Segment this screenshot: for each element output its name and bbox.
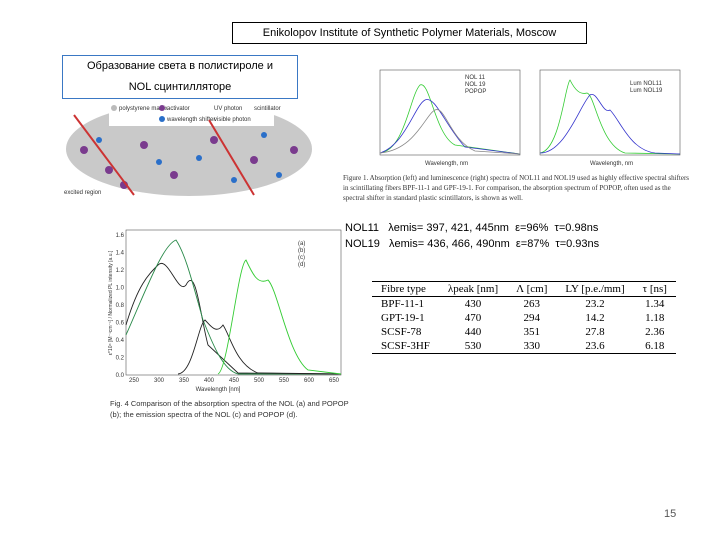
legend-text: polystyrene matrix bbox=[119, 106, 168, 112]
table-cell: 23.2 bbox=[585, 298, 605, 310]
note-line: NOL сцинтилляторе bbox=[128, 81, 232, 93]
table-cell: 351 bbox=[523, 326, 541, 338]
table-cell: 23.6 bbox=[556, 339, 634, 354]
x-tick-label: 650 bbox=[329, 378, 340, 384]
particle-track bbox=[73, 114, 135, 196]
legend-text: (c) bbox=[298, 255, 305, 261]
region-label: excited region bbox=[64, 190, 101, 196]
table-cell: 440 bbox=[464, 326, 482, 338]
figure4-caption: Fig. 4 Comparison of the absorption spec… bbox=[110, 399, 349, 419]
table-cell: 6.18 bbox=[633, 339, 676, 354]
x-tick-label: 450 bbox=[229, 378, 240, 384]
y-tick-label: 0.4 bbox=[116, 338, 125, 344]
table-row: GPT-19-1 470 294 14.2 1.18 bbox=[372, 311, 676, 325]
scintillation-diagram: polystyrene matrix activator wavelength … bbox=[64, 102, 312, 196]
header-title: Enikolopov Institute of Synthetic Polyme… bbox=[232, 22, 587, 44]
table-cell: 2.36 bbox=[645, 326, 665, 338]
legend-text: (a) bbox=[298, 241, 305, 247]
table-cell: 430 bbox=[464, 298, 482, 310]
x-tick-label: 600 bbox=[304, 378, 315, 384]
legend-text: Lum NOL11 bbox=[630, 81, 663, 87]
legend-text: activator bbox=[167, 106, 190, 112]
table-cell: SCSF-3HF bbox=[372, 339, 439, 354]
table-cell: LY [p.e./mm] bbox=[556, 281, 634, 297]
table-row: BPF-11-1 430 263 23.2 1.34 bbox=[372, 297, 676, 312]
legend-text: (d) bbox=[298, 262, 305, 268]
y-tick-label: 0.0 bbox=[116, 373, 125, 379]
legend-text: wavelength shifter bbox=[166, 117, 215, 123]
table-row: SCSF-3HF 530 330 23.6 6.18 bbox=[372, 339, 676, 354]
y-axis-label: ε*10⁴ [M⁻¹cm⁻¹] / Normalized PL intensit… bbox=[108, 250, 114, 355]
spec-line: NOL11 λemis= 397, 421, 445nm ε=96% τ=0.9… bbox=[345, 222, 599, 234]
shifter-dots bbox=[96, 132, 282, 183]
y-tick-label: 0.8 bbox=[116, 303, 125, 309]
table-cell: 1.18 bbox=[645, 312, 665, 324]
y-tick-label: 0.2 bbox=[116, 356, 125, 362]
legend-text: UV photon bbox=[214, 106, 242, 112]
note-line: Образование света в полистироле и bbox=[86, 60, 273, 72]
table-header: Fibre type λpeak [nm] Λ [cm] LY [p.e./mm] τ … bbox=[372, 281, 676, 297]
table-cell: τ [ns] bbox=[633, 281, 676, 297]
fibre-table: Fibre type λpeak [nm] Λ [cm] LY [p.e./mm] τ … bbox=[372, 281, 676, 354]
x-tick-label: 250 bbox=[129, 378, 140, 384]
spec-line: NOL19 λemis= 436, 466, 490nm ε=87% τ=0.9… bbox=[345, 238, 600, 250]
table-cell: 263 bbox=[523, 298, 541, 310]
table-cell: 330 bbox=[507, 339, 557, 354]
table-cell: 14.2 bbox=[585, 312, 605, 324]
figure1-caption: Figure 1. Absorption (left) and luminesc… bbox=[343, 174, 690, 202]
legend-text: (b) bbox=[298, 248, 305, 254]
legend-text: NOL 19 bbox=[465, 82, 486, 88]
x-axis-label: Wavelength [nm] bbox=[196, 387, 241, 393]
legend-text: NOL 11 bbox=[465, 75, 486, 81]
figure4-plot: (a) (b) (c) (d) Wavelength [nm] ε*10⁴ [M… bbox=[108, 229, 342, 393]
y-tick-label: 1.4 bbox=[116, 251, 125, 257]
table-cell: 530 bbox=[438, 339, 508, 354]
table-cell: Fibre type bbox=[372, 281, 439, 297]
x-tick-label: 400 bbox=[204, 378, 215, 384]
legend-box bbox=[109, 102, 274, 126]
y-tick-label: 1.6 bbox=[116, 233, 125, 239]
table-cell: BPF-11-1 bbox=[381, 298, 424, 310]
particle-track bbox=[208, 119, 255, 196]
x-tick-label: 500 bbox=[254, 378, 265, 384]
x-tick-label: 300 bbox=[154, 378, 165, 384]
note-box: Образование света в полистироле и NOL сц… bbox=[62, 55, 298, 99]
table-cell: λpeak [nm] bbox=[438, 281, 508, 297]
table-cell: GPT-19-1 bbox=[381, 312, 425, 324]
table-cell: 1.34 bbox=[645, 298, 665, 310]
x-axis-label: Wavelength, nm bbox=[425, 161, 468, 167]
y-tick-label: 1.2 bbox=[116, 268, 125, 274]
legend-text: POPOP bbox=[465, 89, 486, 95]
table-cell: SCSF-78 bbox=[381, 326, 422, 338]
y-tick-label: 0.6 bbox=[116, 321, 125, 327]
table-cell: 470 bbox=[464, 312, 482, 324]
figure1-plots: NOL 11 NOL 19 POPOP Lum NOL11 Lum NOL19 … bbox=[379, 69, 681, 167]
table-cell: 294 bbox=[523, 312, 541, 324]
x-tick-label: 350 bbox=[179, 378, 190, 384]
table-cell: 27.8 bbox=[585, 326, 605, 338]
x-tick-label: 550 bbox=[279, 378, 290, 384]
y-tick-label: 1.0 bbox=[116, 286, 125, 292]
table-row: SCSF-78 440 351 27.8 2.36 bbox=[372, 325, 676, 339]
legend-text: scintillator bbox=[254, 106, 281, 112]
x-axis-label: Wavelength, nm bbox=[590, 161, 633, 167]
legend-text: Lum NOL19 bbox=[630, 88, 663, 94]
table-cell: Λ [cm] bbox=[507, 281, 557, 297]
page-number: 15 bbox=[664, 508, 677, 520]
legend-text: visible photon bbox=[214, 117, 251, 123]
